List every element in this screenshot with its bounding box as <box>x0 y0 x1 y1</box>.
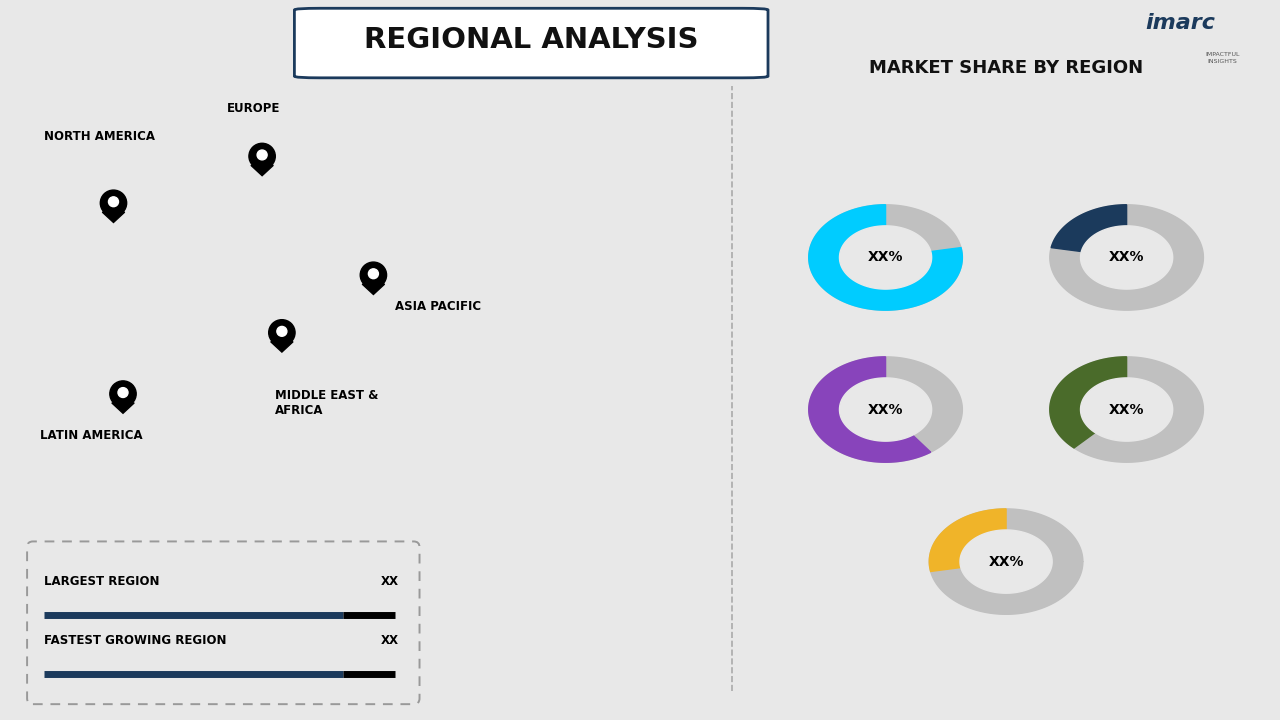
Polygon shape <box>809 204 963 310</box>
Polygon shape <box>362 284 384 294</box>
Polygon shape <box>1080 378 1172 441</box>
Circle shape <box>118 387 128 397</box>
Text: FASTEST GROWING REGION: FASTEST GROWING REGION <box>44 634 227 647</box>
Polygon shape <box>251 166 274 176</box>
Polygon shape <box>1050 204 1203 310</box>
Text: IMPACTFUL
INSIGHTS: IMPACTFUL INSIGHTS <box>1206 53 1239 63</box>
Polygon shape <box>1080 226 1172 289</box>
Polygon shape <box>809 204 963 310</box>
Polygon shape <box>929 509 1083 614</box>
Polygon shape <box>102 212 124 222</box>
Polygon shape <box>809 357 963 462</box>
Polygon shape <box>840 378 932 441</box>
Text: XX%: XX% <box>1108 251 1144 264</box>
Polygon shape <box>1050 204 1203 310</box>
Text: XX: XX <box>381 634 399 647</box>
Circle shape <box>257 150 268 160</box>
Text: XX%: XX% <box>868 402 904 417</box>
Polygon shape <box>809 357 963 462</box>
Text: imarc: imarc <box>1146 13 1216 33</box>
Polygon shape <box>1050 357 1126 448</box>
Circle shape <box>369 269 379 279</box>
FancyBboxPatch shape <box>294 8 768 78</box>
Text: LARGEST REGION: LARGEST REGION <box>44 575 160 588</box>
Circle shape <box>110 381 136 407</box>
Text: XX: XX <box>381 575 399 588</box>
Text: MIDDLE EAST &
AFRICA: MIDDLE EAST & AFRICA <box>275 390 378 417</box>
Text: XX%: XX% <box>1108 402 1144 417</box>
Polygon shape <box>111 403 134 413</box>
FancyBboxPatch shape <box>27 541 420 704</box>
Text: MARKET SHARE BY REGION: MARKET SHARE BY REGION <box>869 59 1143 77</box>
Text: LATIN AMERICA: LATIN AMERICA <box>40 429 143 442</box>
Polygon shape <box>1050 357 1203 462</box>
Text: REGIONAL ANALYSIS: REGIONAL ANALYSIS <box>364 26 699 54</box>
Polygon shape <box>809 204 963 310</box>
Circle shape <box>269 320 296 346</box>
Text: NORTH AMERICA: NORTH AMERICA <box>44 130 155 143</box>
Polygon shape <box>929 509 1006 572</box>
Circle shape <box>360 262 387 288</box>
Circle shape <box>100 190 127 216</box>
Polygon shape <box>270 342 293 352</box>
Text: EUROPE: EUROPE <box>227 102 280 114</box>
Text: XX%: XX% <box>988 554 1024 569</box>
Circle shape <box>109 197 119 207</box>
Polygon shape <box>1050 357 1203 462</box>
Text: ASIA PACIFIC: ASIA PACIFIC <box>396 300 481 312</box>
Circle shape <box>248 143 275 169</box>
Text: XX%: XX% <box>868 251 904 264</box>
Polygon shape <box>1051 204 1126 251</box>
Polygon shape <box>809 357 931 462</box>
Polygon shape <box>929 509 1083 614</box>
Polygon shape <box>960 530 1052 593</box>
Polygon shape <box>840 226 932 289</box>
Circle shape <box>276 326 287 336</box>
